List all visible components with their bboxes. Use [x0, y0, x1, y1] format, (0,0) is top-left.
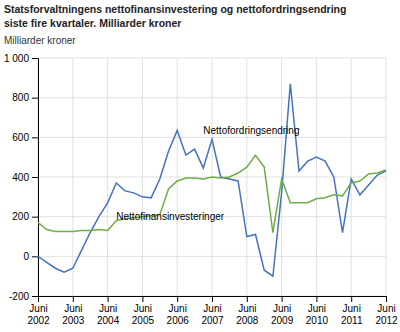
x-tick: Juni2002	[27, 296, 50, 326]
tick-mark	[32, 58, 38, 59]
x-tick-label-line: Juni	[203, 303, 221, 314]
x-tick-label-line: 2009	[271, 315, 294, 326]
x-tick: Juni2003	[62, 296, 85, 326]
x-tick: Juni2009	[271, 296, 294, 326]
x-tick-label-line: Juni	[134, 303, 152, 314]
x-tick-label-line: Juni	[273, 303, 291, 314]
x-tick-label-line: Juni	[308, 303, 326, 314]
x-tick: Juni2004	[97, 296, 120, 326]
tick-mark	[32, 177, 38, 178]
tick-mark	[32, 256, 38, 257]
tick-mark	[247, 296, 248, 302]
x-tick-label: Juni2009	[271, 303, 294, 326]
tick-mark	[386, 296, 387, 302]
y-tick-label: 800	[12, 92, 29, 103]
axis-line	[32, 59, 39, 297]
annotations: Nettofinansinvesteringer Nettofordringsen…	[116, 125, 299, 221]
x-tick-label-line: 2004	[97, 315, 120, 326]
x-tick-label-line: Juni	[169, 303, 187, 314]
grid-line	[246, 58, 247, 296]
tick-mark	[32, 296, 38, 297]
y-tick: 800	[12, 92, 38, 103]
y-tick-label: 200	[12, 211, 29, 222]
y-tick-label: 1 000	[4, 53, 29, 64]
grid	[38, 58, 386, 296]
x-tick-label-line: Juni	[64, 303, 82, 314]
x-tick-label-line: 2003	[62, 315, 85, 326]
plot: -20002004006008001 000Juni2002Juni2003Ju…	[4, 53, 398, 326]
x-tick-label: Juni2012	[375, 303, 398, 326]
x-tick-label-line: 2007	[201, 315, 224, 326]
x-tick-label-line: 2006	[167, 315, 190, 326]
x-tick: Juni2007	[201, 296, 224, 326]
y-tick: 0	[23, 251, 38, 262]
series-group	[38, 84, 386, 276]
y-tick: 1 000	[4, 53, 38, 64]
tick-mark	[38, 296, 39, 302]
x-tick-label-line: 2011	[341, 315, 363, 326]
tick-mark	[351, 296, 352, 302]
line	[38, 155, 386, 232]
x-tick-label-line: Juni	[99, 303, 117, 314]
x-tick: Juni2006	[167, 296, 190, 326]
x-tick: Juni2005	[132, 296, 155, 326]
tick-mark	[142, 296, 143, 302]
y-tick: 600	[12, 132, 38, 143]
x-tick: Juni2008	[236, 296, 259, 326]
x-tick-label: Juni2003	[62, 303, 85, 326]
x-tick: Juni2011	[341, 296, 363, 326]
tick-mark	[282, 296, 283, 302]
x-tick-label-line: Juni	[238, 303, 256, 314]
x-tick-label: Juni2010	[306, 303, 329, 326]
subtitle: siste fire kvartaler. Milliarder kroner	[4, 17, 181, 29]
tick-mark	[316, 296, 317, 302]
tick-mark	[108, 296, 109, 302]
x-tick: Juni2012	[375, 296, 398, 326]
y-tick: 400	[12, 172, 38, 183]
x-tick-label: Juni2002	[27, 303, 50, 326]
grid-line	[142, 58, 143, 296]
x-tick-label-line: Juni	[377, 303, 395, 314]
x-tick-label-line: 2010	[306, 315, 329, 326]
grid-line	[72, 58, 73, 296]
annotation: Nettofinansinvesteringer	[116, 211, 225, 222]
x-axis: Juni2002Juni2003Juni2004Juni2005Juni2006…	[27, 296, 398, 326]
y-tick-label: 0	[23, 251, 29, 262]
x-tick-label-line: 2002	[27, 315, 50, 326]
y-axis-title: Milliarder kroner	[4, 35, 76, 46]
y-tick-label: -200	[9, 291, 29, 302]
x-tick-label: Juni2007	[201, 303, 224, 326]
grid-line	[107, 58, 108, 296]
y-tick: -200	[9, 291, 38, 302]
chart: Statsforvaltningens nettofinansinvesteri…	[0, 0, 400, 332]
x-tick-label-line: Juni	[343, 303, 361, 314]
y-axis: -200 0 200 400 600 800 1 000	[4, 53, 39, 302]
tick-mark	[32, 137, 38, 138]
y-tick-label: 600	[12, 132, 29, 143]
x-tick-label: Juni2006	[167, 303, 190, 326]
x-tick: Juni2010	[306, 296, 329, 326]
x-tick-label: Juni2005	[132, 303, 155, 326]
tick-mark	[73, 296, 74, 302]
x-tick-label-line: 2005	[132, 315, 155, 326]
y-tick: 200	[12, 211, 38, 222]
tick-mark	[32, 217, 38, 218]
grid-line	[386, 58, 387, 296]
x-tick-label: Juni2008	[236, 303, 259, 326]
x-tick-label-line: Juni	[29, 303, 47, 314]
title: Statsforvaltningens nettofinansinvesteri…	[4, 3, 346, 15]
tick-mark	[212, 296, 213, 302]
grid-line	[316, 58, 317, 296]
x-tick-label-line: 2008	[236, 315, 259, 326]
grid-line	[177, 58, 178, 296]
x-tick-label: Juni2004	[97, 303, 120, 326]
x-tick-label: Juni2011	[341, 303, 363, 326]
annotation: Nettofordringsendring	[203, 125, 299, 136]
x-tick-label-line: 2012	[375, 315, 398, 326]
line	[38, 84, 386, 276]
tick-mark	[177, 296, 178, 302]
y-tick-label: 400	[12, 172, 29, 183]
axis-line	[39, 297, 387, 303]
tick-mark	[32, 98, 38, 99]
